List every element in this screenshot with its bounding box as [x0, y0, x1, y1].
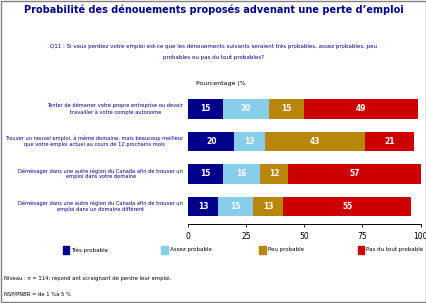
Text: 21: 21: [383, 137, 394, 146]
Text: 13: 13: [197, 202, 208, 211]
Text: 15: 15: [200, 104, 210, 113]
Text: 16: 16: [236, 169, 246, 178]
Bar: [187, 132, 234, 151]
Bar: [222, 164, 259, 184]
Text: Déménager dans une autre région du Canada afin de trouver un
emploi dans un doma: Déménager dans une autre région du Canad…: [18, 200, 183, 212]
Text: Niveau : n = 114; répond ant scraignant de perdre leur emploi.: Niveau : n = 114; répond ant scraignant …: [4, 276, 171, 281]
Text: Tenter de démarrer votre propre entreprise ou devoir
travailler à votre compte a: Tenter de démarrer votre propre entrepri…: [47, 103, 183, 115]
Bar: [187, 164, 222, 184]
Text: 15: 15: [200, 169, 210, 178]
Text: 55: 55: [341, 202, 351, 211]
Text: Peu probable: Peu probable: [268, 248, 303, 252]
Text: 12: 12: [268, 169, 279, 178]
Text: 49: 49: [355, 104, 366, 113]
Bar: [187, 99, 222, 118]
Bar: [222, 99, 269, 118]
Text: Probabilité des dénouements proposés advenant une perte d’emploi: Probabilité des dénouements proposés adv…: [23, 5, 403, 15]
Text: Pas du tout probable: Pas du tout probable: [365, 248, 422, 252]
Bar: [303, 99, 417, 118]
Text: 15: 15: [230, 202, 240, 211]
Bar: [282, 197, 410, 216]
Bar: [218, 197, 253, 216]
Text: 20: 20: [240, 104, 251, 113]
Bar: [287, 164, 420, 184]
Text: Déménager dans une autre région du Canada afin de trouver un
emploi dans votre d: Déménager dans une autre région du Canad…: [18, 168, 183, 179]
Text: 20: 20: [205, 137, 216, 146]
Text: probables ou pas du tout probables?: probables ou pas du tout probables?: [163, 55, 263, 60]
Text: 13: 13: [244, 137, 254, 146]
Bar: [364, 132, 413, 151]
Text: 43: 43: [309, 137, 319, 146]
Text: 57: 57: [348, 169, 359, 178]
Text: Pourcentage (%: Pourcentage (%: [196, 81, 246, 86]
Bar: [234, 132, 264, 151]
Bar: [264, 132, 364, 151]
Bar: [187, 197, 218, 216]
Text: Très probable: Très probable: [71, 247, 108, 253]
Bar: [259, 164, 287, 184]
Text: 15: 15: [281, 104, 291, 113]
Text: NSP/PNBR = de 1 %à 5 %: NSP/PNBR = de 1 %à 5 %: [4, 292, 71, 298]
Text: Q11 : Si vous perdiez votre emploi est-ce que les dénouements suivants seraient : Q11 : Si vous perdiez votre emploi est-c…: [50, 44, 376, 49]
Text: 13: 13: [262, 202, 273, 211]
Text: Trouver un nouvel emploi, à même domaine, mais beaucoup meilleur
que votre emplo: Trouver un nouvel emploi, à même domaine…: [5, 136, 183, 147]
Bar: [253, 197, 282, 216]
Bar: [269, 99, 303, 118]
Text: Assez probable: Assez probable: [170, 248, 211, 252]
